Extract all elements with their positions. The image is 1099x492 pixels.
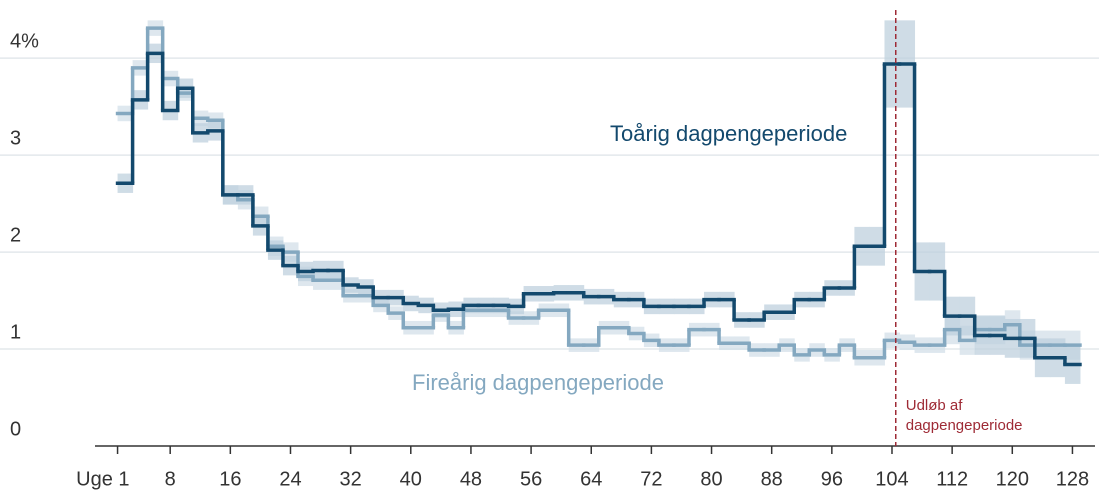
x-tick-label: 40 — [400, 468, 422, 490]
x-tick-label: 72 — [640, 468, 662, 490]
x-tick-label: 32 — [340, 468, 362, 490]
expiry-label: dagpengeperiode — [906, 417, 1023, 434]
y-tick-label: 0 — [10, 418, 21, 440]
series-label: Fireårig dagpengeperiode — [412, 370, 664, 395]
y-tick-label: 3 — [10, 127, 21, 149]
y-tick-label: 2 — [10, 224, 21, 246]
series-label: Toårig dagpengeperiode — [610, 121, 847, 146]
step-line — [115, 51, 1082, 367]
x-tick-label: Uge 1 — [76, 468, 129, 490]
x-tick-label: 128 — [1056, 468, 1089, 490]
step-line — [115, 26, 1082, 360]
x-tick-label: 64 — [580, 468, 602, 490]
x-tick-label: 88 — [761, 468, 783, 490]
x-tick-label: 80 — [700, 468, 722, 490]
x-tick-label: 8 — [165, 468, 176, 490]
x-tick-label: 96 — [821, 468, 843, 490]
band — [117, 20, 1081, 366]
x-tick-label: 112 — [936, 468, 968, 490]
x-tick-label: 48 — [460, 468, 482, 490]
x-tick-label: 56 — [520, 468, 542, 490]
y-tick-label: 4% — [10, 30, 39, 52]
x-tick-label: 104 — [875, 468, 908, 490]
x-tick-label: 24 — [279, 468, 301, 490]
x-tick-label: 16 — [219, 468, 241, 490]
x-tick-label: 120 — [996, 468, 1029, 490]
expiry-label: Udløb af — [906, 397, 964, 414]
y-tick-label: 1 — [10, 321, 21, 343]
